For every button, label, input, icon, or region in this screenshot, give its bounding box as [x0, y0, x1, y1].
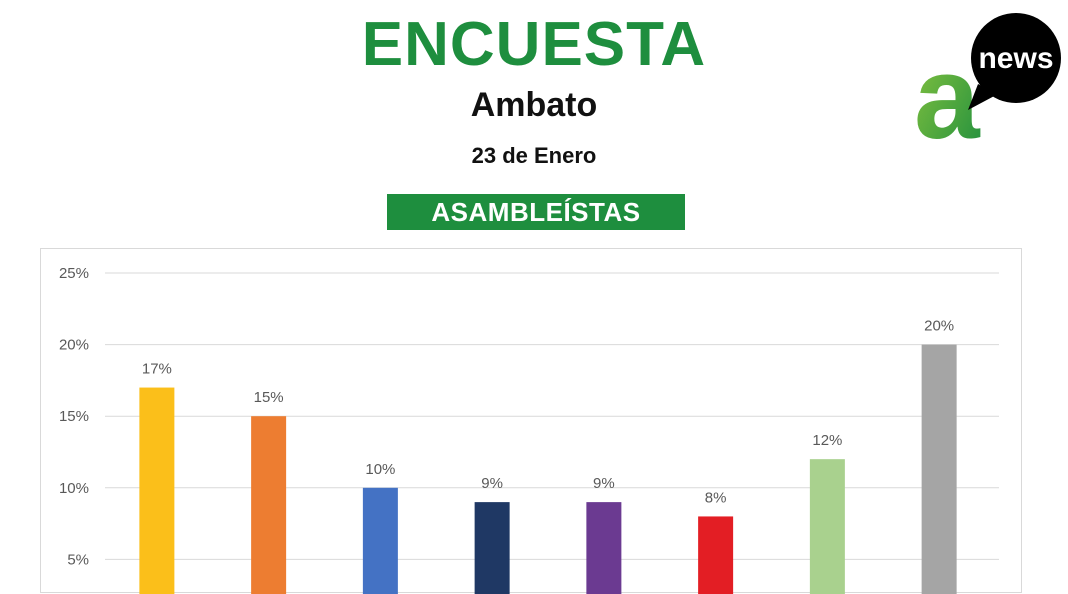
chart-frame: 5% 10% 15% 20% 25% 17% 15% 10% 9% 9% 8% 12% 20%: [40, 248, 1022, 594]
bar: [809, 459, 845, 594]
y-tick-label: 20%: [59, 337, 89, 354]
page-title: ENCUESTA: [361, 10, 707, 79]
category-banner: ASAMBLEÍSTAS: [387, 194, 685, 230]
y-tick-label: 15%: [59, 408, 89, 425]
bar: [362, 487, 398, 594]
bar: [474, 502, 510, 594]
bar: [586, 502, 622, 594]
data-label: 9%: [481, 475, 503, 492]
anews-logo-icon: a news: [914, 13, 1061, 146]
bar: [921, 344, 957, 594]
city-subtitle: Ambato: [470, 86, 598, 124]
logo-letter: a: [914, 32, 981, 146]
bar-chart: 5% 10% 15% 20% 25% 17% 15% 10% 9% 9% 8% 12% 20%: [59, 265, 999, 594]
data-label: 9%: [593, 475, 615, 492]
y-tick-label: 25%: [59, 265, 89, 282]
data-label: 10%: [365, 461, 395, 478]
data-label: 12%: [812, 432, 842, 449]
data-label: 8%: [705, 489, 727, 506]
data-label: 20%: [924, 318, 954, 335]
bar: [251, 416, 287, 594]
data-label: 17%: [142, 361, 172, 378]
y-tick-label: 10%: [59, 480, 89, 497]
logo-news-text: news: [978, 42, 1053, 75]
y-tick-label: 5%: [67, 551, 89, 568]
data-label: 15%: [254, 389, 284, 406]
survey-date: 23 de Enero: [471, 143, 597, 168]
bar: [698, 516, 734, 594]
bar: [139, 387, 175, 594]
